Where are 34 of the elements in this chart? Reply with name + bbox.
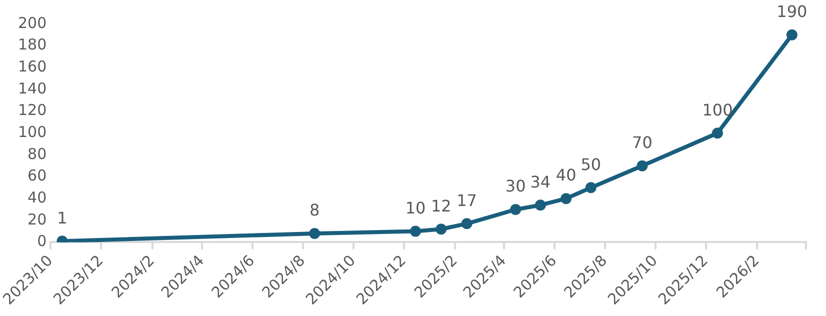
y-tick-label: 60 <box>28 166 47 185</box>
y-tick-label: 180 <box>18 36 47 54</box>
data-label: 17 <box>456 190 477 210</box>
point <box>560 193 572 204</box>
y-tick-label: 140 <box>18 79 47 98</box>
point <box>410 226 421 237</box>
y-tick-label: 80 <box>28 144 47 163</box>
data-label: 190 <box>776 2 808 22</box>
y-tick-label: 40 <box>28 188 47 206</box>
point <box>461 218 472 230</box>
data-label: 100 <box>702 100 733 120</box>
y-tick-label: 120 <box>18 101 47 120</box>
point <box>436 224 447 235</box>
y-tick-label: 200 <box>18 14 47 32</box>
point <box>309 228 320 239</box>
point <box>534 200 546 211</box>
y-tick-label: 160 <box>18 58 47 76</box>
data-label: 40 <box>556 166 576 185</box>
data-label: 1 <box>57 208 68 228</box>
data-label: 70 <box>632 132 652 152</box>
y-tick-label: 20 <box>28 210 47 228</box>
data-label: 50 <box>580 154 602 174</box>
point <box>636 160 648 172</box>
data-label: 12 <box>430 196 452 216</box>
point <box>786 29 798 40</box>
data-label: 34 <box>530 172 551 192</box>
data-label: 10 <box>405 198 426 218</box>
data-label: 8 <box>309 200 320 220</box>
y-tick-label: 0 <box>37 232 47 250</box>
point <box>510 204 522 215</box>
point <box>712 128 723 139</box>
y-tick-label: 100 <box>18 122 47 141</box>
data-label: 30 <box>505 176 526 196</box>
point <box>585 182 596 194</box>
